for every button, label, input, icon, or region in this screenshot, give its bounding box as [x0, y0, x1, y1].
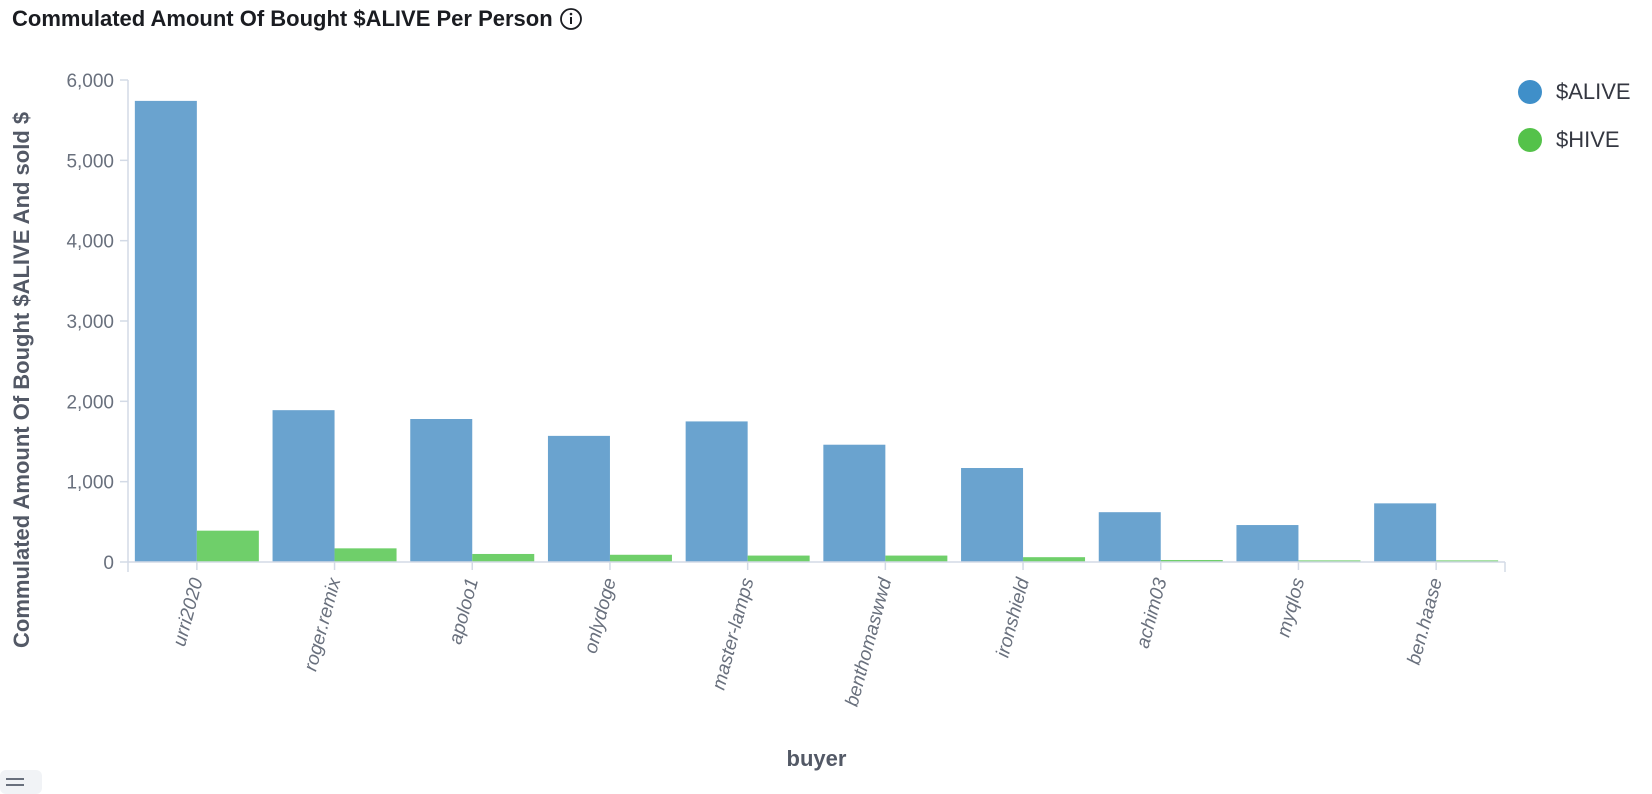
bar-hive-apoloo1[interactable]: [472, 553, 535, 562]
x-tick-label: ben.haase: [1404, 576, 1447, 667]
legend-swatch-alive: [1518, 80, 1542, 104]
bar-hive-ironshield[interactable]: [1023, 557, 1086, 562]
bar-alive-urri2020[interactable]: [134, 100, 197, 563]
bar-alive-achim03[interactable]: [1098, 512, 1161, 562]
x-tick-label: myqlos: [1273, 575, 1309, 639]
bar-alive-ben.haase[interactable]: [1374, 503, 1437, 562]
y-tick-label: 5,000: [66, 151, 114, 172]
bar-hive-ben.haase[interactable]: [1436, 560, 1499, 562]
x-tick-label: benthomaswwd: [842, 574, 897, 708]
bar-alive-benthomaswwd[interactable]: [823, 444, 886, 562]
legend-swatch-hive: [1518, 128, 1542, 152]
legend-label-alive: $ALIVE: [1556, 79, 1631, 104]
y-tick-label: 1,000: [66, 473, 114, 494]
y-tick-label: 0: [103, 553, 114, 574]
x-tick-label: onlydoge: [581, 576, 621, 656]
x-tick-label: master-lamps: [708, 575, 758, 692]
bar-alive-master-lamps[interactable]: [685, 421, 748, 562]
bar-hive-onlydoge[interactable]: [609, 554, 672, 562]
legend: $ALIVE $HIVE: [1518, 68, 1631, 164]
x-axis-title: buyer: [787, 746, 847, 771]
bar-hive-master-lamps[interactable]: [747, 555, 810, 562]
y-tick-label: 3,000: [66, 312, 114, 333]
chart-title: Commulated Amount Of Bought $ALIVE Per P…: [12, 6, 553, 31]
bar-alive-onlydoge[interactable]: [547, 435, 610, 562]
bar-alive-roger.remix[interactable]: [272, 410, 335, 562]
y-tick-label: 4,000: [66, 232, 114, 253]
x-tick-label: achim03: [1133, 575, 1172, 650]
x-tick-label: ironshield: [993, 574, 1035, 659]
y-tick-label: 6,000: [66, 71, 114, 92]
x-tick-label: urri2020: [169, 575, 207, 648]
list-icon[interactable]: [0, 770, 42, 794]
bar-alive-apoloo1[interactable]: [410, 419, 473, 562]
info-icon[interactable]: [559, 7, 583, 31]
legend-label-hive: $HIVE: [1556, 127, 1620, 152]
bar-hive-achim03[interactable]: [1160, 559, 1223, 562]
bar-hive-myqlos[interactable]: [1298, 560, 1361, 562]
legend-item-hive[interactable]: $HIVE: [1518, 116, 1631, 164]
bar-hive-benthomaswwd[interactable]: [885, 555, 948, 562]
x-tick-label: roger.remix: [300, 574, 345, 673]
x-tick-label: apoloo1: [445, 576, 483, 647]
bar-alive-ironshield[interactable]: [961, 468, 1024, 562]
bar-hive-urri2020[interactable]: [196, 530, 259, 562]
legend-item-alive[interactable]: $ALIVE: [1518, 68, 1631, 116]
bar-alive-myqlos[interactable]: [1236, 525, 1299, 562]
bar-hive-roger.remix[interactable]: [334, 548, 397, 562]
y-axis-title: Commulated Amount Of Bought $ALIVE And s…: [9, 112, 34, 648]
y-tick-label: 2,000: [66, 392, 114, 413]
